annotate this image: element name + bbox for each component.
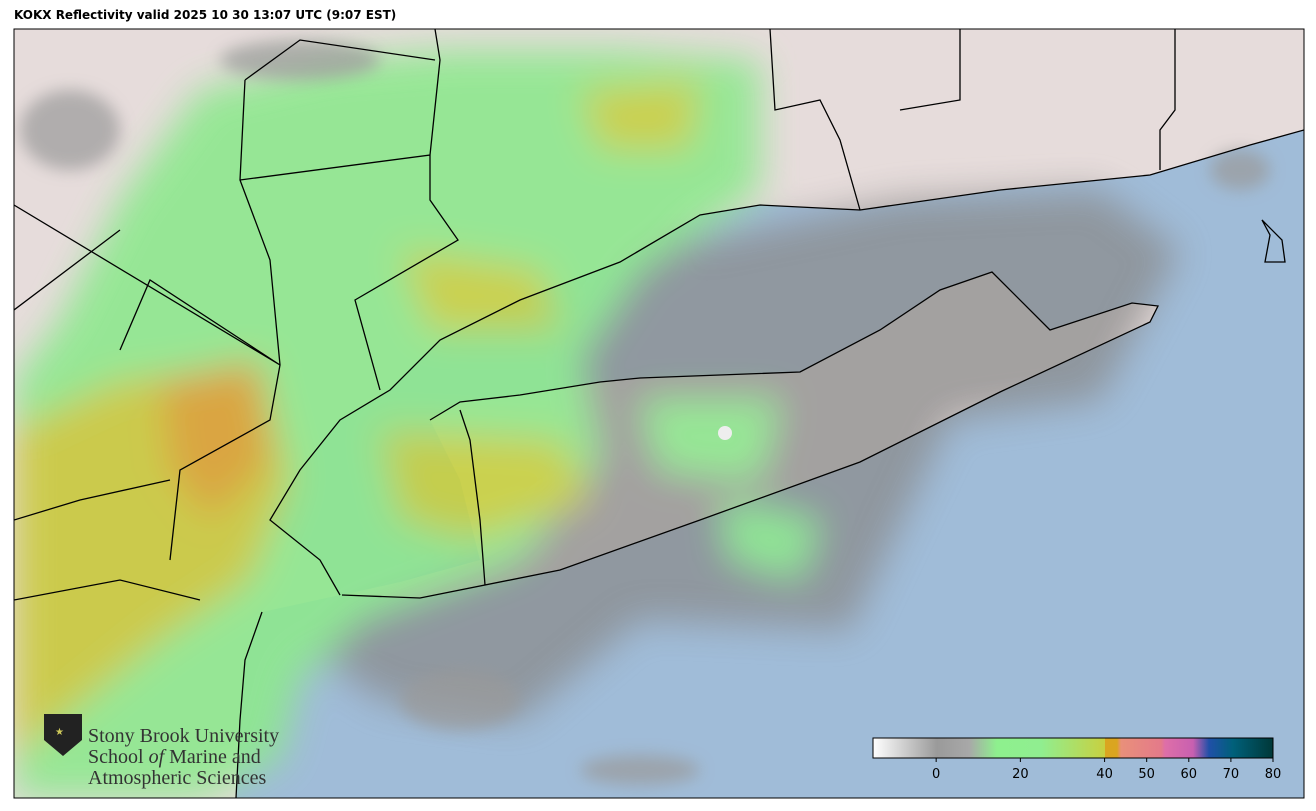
colorbar-tick-label: 70 xyxy=(1223,767,1240,782)
colorbar-tick-label: 80 xyxy=(1265,767,1282,782)
logo: ★ Stony Brook University School of Marin… xyxy=(44,714,279,789)
colorbar-tick-label: 20 xyxy=(1012,767,1029,782)
reflectivity xyxy=(14,50,1180,798)
logo-line2: School of Marine and xyxy=(88,746,261,768)
logo-word: School xyxy=(88,746,144,768)
logo-line3: Atmospheric Sciences xyxy=(88,767,266,789)
colorbar xyxy=(872,737,1274,759)
colorbar-tick-label: 50 xyxy=(1138,767,1155,782)
reflectivity-gray xyxy=(20,40,1270,785)
logo-shield xyxy=(44,714,82,756)
logo-word: of xyxy=(149,746,167,768)
logo-line1: Stony Brook University xyxy=(88,725,279,747)
radar-site xyxy=(718,426,732,440)
map: ★ Stony Brook University School of Marin… xyxy=(14,29,1304,798)
boundaries xyxy=(14,29,1304,798)
colorbar-tick-label: 0 xyxy=(932,767,940,782)
title: KOKX Reflectivity valid 2025 10 30 13:07… xyxy=(14,8,396,22)
colorbar-tick-label: 60 xyxy=(1181,767,1198,782)
logo-word: Marine and xyxy=(169,746,261,768)
logo-star: ★ xyxy=(55,727,64,738)
map-frame xyxy=(13,28,1305,799)
colorbar-tick-label: 40 xyxy=(1096,767,1113,782)
